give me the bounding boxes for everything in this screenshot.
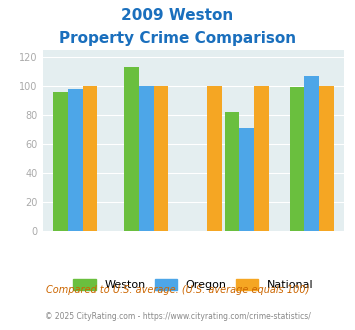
Bar xyxy=(53,92,68,231)
Bar xyxy=(207,86,222,231)
Text: 2009 Weston: 2009 Weston xyxy=(121,8,234,23)
Bar xyxy=(239,128,254,231)
Bar xyxy=(319,86,334,231)
Bar xyxy=(82,86,97,231)
Bar xyxy=(68,89,83,231)
Bar xyxy=(124,67,139,231)
Text: Property Crime Comparison: Property Crime Comparison xyxy=(59,31,296,46)
Bar xyxy=(153,86,168,231)
Bar xyxy=(305,76,319,231)
Bar xyxy=(225,112,239,231)
Bar xyxy=(254,86,269,231)
Bar xyxy=(290,87,305,231)
Text: Compared to U.S. average. (U.S. average equals 100): Compared to U.S. average. (U.S. average … xyxy=(46,285,309,295)
Bar xyxy=(139,86,153,231)
Legend: Weston, Oregon, National: Weston, Oregon, National xyxy=(69,275,318,294)
Text: © 2025 CityRating.com - https://www.cityrating.com/crime-statistics/: © 2025 CityRating.com - https://www.city… xyxy=(45,312,310,321)
